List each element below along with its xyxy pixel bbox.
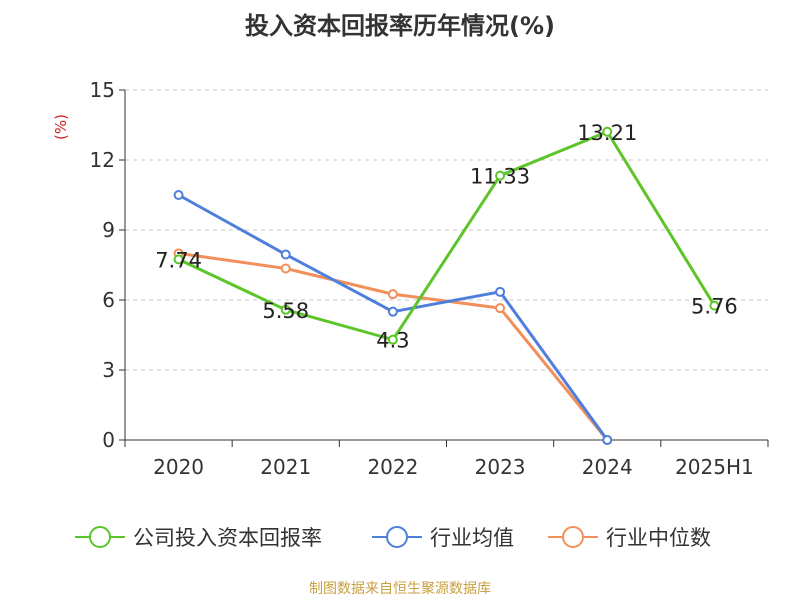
data-label: 13.21 [577, 121, 637, 145]
data-label: 5.58 [262, 299, 309, 323]
chart-title: 投入资本回报率历年情况(%) [245, 12, 555, 40]
legend-label: 行业中位数 [606, 526, 711, 550]
y-tick-label: 12 [90, 148, 115, 172]
data-point [280, 249, 291, 260]
data-point [602, 126, 613, 137]
x-tick-label: 2021 [260, 455, 311, 479]
series-line [177, 130, 716, 342]
legend-label: 公司投入资本回报率 [133, 526, 322, 550]
data-point [280, 304, 291, 315]
x-tick-label: 2025H1 [675, 455, 754, 479]
data-label: 11.33 [470, 165, 530, 189]
legend: 公司投入资本回报率 行业均值 行业中位数 [75, 526, 711, 550]
source-note: 制图数据来自恒生聚源数据库 [309, 581, 491, 597]
data-point [495, 303, 506, 314]
legend-label: 行业均值 [430, 526, 514, 550]
series-group [173, 126, 720, 445]
y-tick-label: 0 [102, 428, 115, 452]
data-point [495, 170, 506, 181]
y-tick-label: 3 [102, 358, 115, 382]
legend-marker [89, 526, 111, 548]
x-tick-label: 2024 [582, 455, 633, 479]
x-tick-label: 2023 [475, 455, 526, 479]
data-point [602, 435, 613, 445]
axes: 0 3 6 9 12 15 (%) 2020 2021 2022 2023 2024 2025H1 [52, 78, 769, 479]
series-line [177, 193, 609, 441]
data-point [709, 300, 720, 311]
legend-marker [562, 526, 584, 548]
data-point [280, 263, 291, 274]
y-tick-label: 6 [102, 288, 115, 312]
data-point [387, 334, 398, 345]
grid-lines [125, 89, 768, 371]
x-tick-label: 2022 [367, 455, 418, 479]
data-label: 4.3 [376, 329, 409, 353]
data-point [495, 286, 506, 297]
legend-marker [386, 526, 408, 548]
data-point [387, 306, 398, 317]
data-labels: 7.74 5.58 4.3 11.33 13.21 5.76 [155, 121, 738, 353]
y-axis-label: (%) [52, 114, 70, 140]
y-tick-label: 15 [90, 78, 115, 102]
data-point [173, 254, 184, 265]
y-tick-label: 9 [102, 218, 115, 242]
data-point [173, 190, 184, 200]
data-label: 7.74 [155, 248, 202, 272]
data-point [387, 289, 398, 300]
data-label: 5.76 [691, 295, 738, 319]
x-tick-label: 2020 [153, 455, 204, 479]
